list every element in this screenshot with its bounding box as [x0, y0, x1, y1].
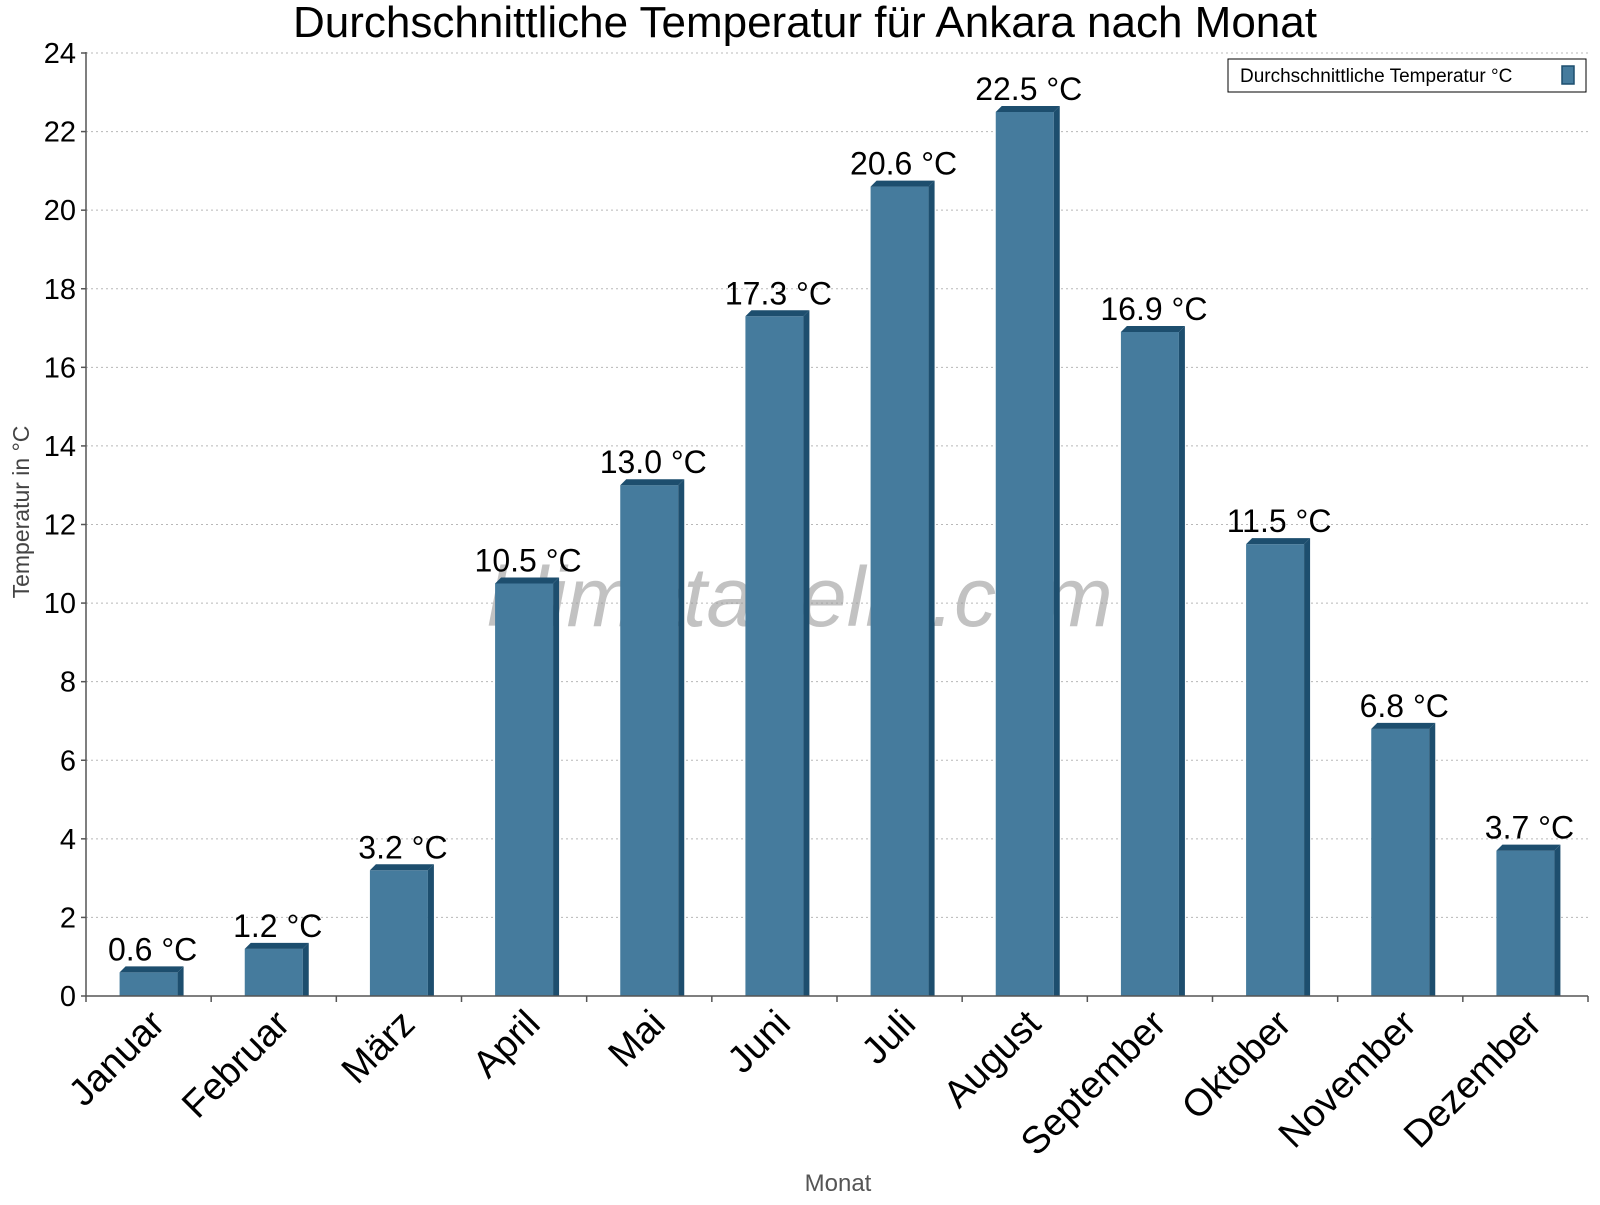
data-label: 3.7 °C: [1485, 810, 1574, 846]
bar-face: [995, 111, 1054, 996]
y-tick-label: 10: [44, 588, 76, 620]
data-label: 1.2 °C: [233, 908, 322, 944]
x-tick-label: Februar: [174, 1002, 298, 1126]
bar-top: [495, 577, 560, 584]
data-label: 13.0 °C: [600, 444, 707, 480]
y-tick-label: 18: [44, 274, 76, 306]
bar-face: [495, 583, 554, 996]
legend-label: Durchschnittliche Temperatur °C: [1240, 66, 1512, 87]
grid-lines: [86, 52, 1588, 918]
x-axis-label: Monat: [805, 1170, 872, 1197]
bar: [244, 942, 309, 996]
x-tick-label: April: [465, 1003, 548, 1086]
y-tick-label: 24: [44, 38, 76, 70]
bar-face: [369, 870, 428, 996]
data-label: 6.8 °C: [1360, 688, 1449, 724]
bar: [620, 479, 685, 996]
bar-face: [1371, 728, 1430, 996]
bars: [119, 105, 1561, 997]
bar-top: [119, 966, 184, 973]
bar-side: [427, 864, 434, 996]
data-labels: 0.6 °C 1.2 °C 3.2 °C 10.5 °C 13.0 °C 17.3 °C 2…: [108, 71, 1574, 967]
chart-title: Durchschnittliche Temperatur für Ankara …: [293, 0, 1317, 47]
y-axis-label: Temperatur in °C: [8, 426, 34, 599]
bar-face: [1246, 544, 1305, 996]
legend: Durchschnittliche Temperatur °C: [1227, 58, 1587, 93]
data-label: 11.5 °C: [1227, 503, 1332, 539]
x-tick-label: Juni: [720, 1003, 799, 1082]
bar: [369, 864, 434, 996]
y-tick-label: 0: [60, 981, 76, 1013]
data-label: 0.6 °C: [108, 931, 197, 967]
bar: [745, 310, 810, 997]
bar-side: [803, 310, 810, 997]
bar: [1371, 722, 1436, 996]
bar-side: [1053, 105, 1060, 996]
bar-face: [119, 972, 178, 996]
bar: [995, 105, 1060, 996]
data-label: 22.5 °C: [975, 71, 1082, 107]
y-tick-label: 6: [60, 745, 76, 777]
y-tick-label: 14: [44, 431, 76, 463]
bar-side: [1429, 722, 1436, 996]
bar: [870, 180, 935, 996]
bar-top: [1496, 844, 1561, 851]
data-label: 16.9 °C: [1100, 291, 1207, 327]
bar-face: [244, 948, 303, 996]
bar-top: [1246, 538, 1311, 545]
y-tick-label: 12: [44, 510, 76, 542]
bar-top: [870, 180, 935, 187]
bar: [119, 966, 184, 996]
bar-face: [745, 316, 804, 997]
y-tick-label: 2: [60, 902, 76, 934]
bar-top: [745, 310, 810, 317]
data-label: 20.6 °C: [850, 146, 957, 182]
y-tick-label: 22: [44, 117, 76, 149]
bar-face: [620, 485, 679, 996]
bar-side: [928, 180, 935, 996]
bar-top: [1120, 325, 1185, 332]
y-tick-label: 4: [60, 824, 76, 856]
y-tick-label: 8: [60, 667, 76, 699]
y-tick-label: 16: [44, 352, 76, 384]
bar-top: [1371, 722, 1436, 729]
bar-side: [1178, 325, 1185, 996]
bar-side: [302, 942, 309, 996]
y-tick-label: 20: [44, 195, 76, 227]
data-label: 3.2 °C: [358, 829, 447, 865]
bar-face: [870, 186, 929, 996]
bar-side: [1554, 844, 1561, 996]
bar-face: [1496, 850, 1555, 996]
bar-face: [1120, 331, 1179, 996]
x-tick-label: Oktober: [1174, 1002, 1300, 1128]
x-tick-label: März: [334, 1003, 423, 1092]
bar-top: [369, 864, 434, 871]
bar-side: [177, 966, 184, 996]
bar: [1120, 325, 1185, 996]
bar-top: [995, 105, 1060, 112]
bar-side: [553, 577, 560, 996]
x-tick-label: Juli: [854, 1003, 924, 1073]
data-label: 10.5 °C: [475, 542, 582, 578]
x-tick-label: August: [936, 1002, 1050, 1116]
x-tick-label: Dezember: [1396, 1002, 1550, 1156]
bar: [495, 577, 560, 996]
legend-box: [1227, 58, 1587, 93]
bar: [1246, 538, 1311, 996]
data-label: 17.3 °C: [725, 275, 832, 311]
bar-top: [244, 942, 309, 949]
bar: [1496, 844, 1561, 996]
bar-top: [620, 479, 685, 486]
bar-side: [1304, 538, 1311, 996]
x-tick-label: Januar: [61, 1002, 173, 1114]
x-tick-label: Mai: [601, 1003, 674, 1076]
legend-swatch: [1561, 65, 1575, 85]
bar-side: [678, 479, 685, 996]
